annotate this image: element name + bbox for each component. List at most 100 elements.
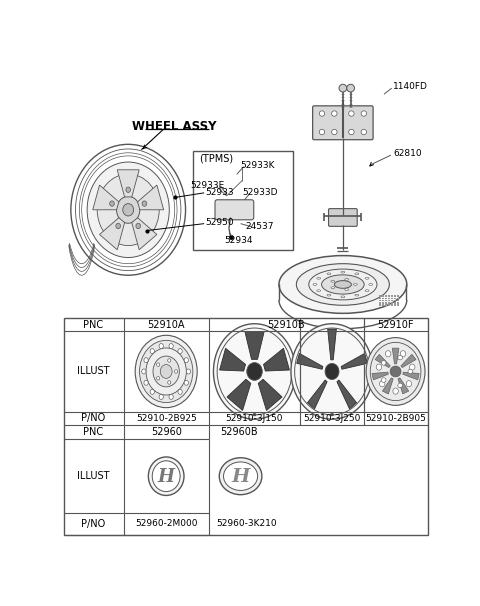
Bar [385, 302, 387, 304]
Circle shape [381, 378, 386, 382]
Ellipse shape [156, 363, 160, 367]
Bar [391, 302, 393, 304]
Ellipse shape [178, 348, 182, 354]
FancyBboxPatch shape [312, 106, 373, 140]
Ellipse shape [153, 356, 180, 387]
Ellipse shape [345, 288, 348, 290]
Ellipse shape [366, 338, 425, 405]
Ellipse shape [178, 389, 182, 395]
Ellipse shape [135, 335, 197, 408]
Ellipse shape [400, 351, 406, 357]
Bar [382, 298, 384, 299]
Ellipse shape [116, 223, 120, 228]
Bar [385, 295, 387, 297]
Polygon shape [341, 353, 367, 369]
Text: 52910-2B905: 52910-2B905 [365, 414, 426, 423]
Bar [385, 300, 387, 301]
Bar [391, 300, 393, 301]
Ellipse shape [296, 264, 389, 305]
Bar [379, 302, 381, 304]
Bar [379, 298, 381, 299]
Ellipse shape [168, 359, 171, 362]
Ellipse shape [385, 351, 391, 357]
Bar [391, 298, 393, 299]
Bar [394, 295, 396, 297]
Ellipse shape [330, 413, 334, 416]
Text: 52910-2B925: 52910-2B925 [136, 414, 196, 423]
Ellipse shape [317, 290, 321, 291]
Bar [64, 318, 428, 534]
Bar [379, 300, 381, 301]
Ellipse shape [140, 341, 193, 402]
Polygon shape [392, 348, 399, 364]
Bar [394, 300, 396, 301]
Ellipse shape [148, 457, 184, 496]
Bar [382, 304, 384, 306]
Circle shape [332, 111, 337, 116]
Ellipse shape [341, 296, 345, 298]
Text: ILLUST: ILLUST [77, 471, 109, 481]
Polygon shape [117, 170, 139, 197]
Circle shape [398, 355, 402, 360]
Ellipse shape [219, 458, 262, 494]
Text: 52934: 52934 [224, 236, 252, 245]
Ellipse shape [144, 381, 148, 385]
Polygon shape [308, 380, 327, 409]
Ellipse shape [365, 278, 369, 279]
Text: PNC: PNC [83, 427, 103, 438]
Bar [391, 295, 393, 297]
Ellipse shape [159, 395, 163, 399]
Ellipse shape [214, 324, 296, 419]
Ellipse shape [253, 413, 256, 416]
Polygon shape [375, 355, 390, 368]
Polygon shape [99, 218, 125, 250]
Polygon shape [227, 379, 251, 410]
Bar [397, 302, 399, 304]
Ellipse shape [186, 369, 191, 374]
FancyBboxPatch shape [328, 208, 357, 226]
Bar [397, 300, 399, 301]
Text: 52933D: 52933D [242, 188, 278, 196]
Text: P/NO: P/NO [81, 413, 106, 424]
Ellipse shape [341, 271, 345, 273]
Ellipse shape [159, 344, 163, 348]
Bar [388, 295, 390, 297]
Text: 52910F: 52910F [377, 319, 414, 330]
Ellipse shape [142, 201, 147, 206]
Circle shape [347, 84, 355, 92]
Ellipse shape [380, 381, 385, 387]
Bar [397, 304, 399, 306]
Circle shape [398, 383, 402, 388]
Circle shape [408, 369, 413, 374]
Text: 24537: 24537 [246, 222, 274, 231]
Circle shape [381, 361, 386, 365]
Text: (TPMS): (TPMS) [200, 154, 234, 164]
FancyBboxPatch shape [215, 200, 254, 220]
Ellipse shape [87, 162, 169, 258]
Bar [394, 302, 396, 304]
Ellipse shape [146, 348, 186, 395]
Polygon shape [138, 185, 164, 210]
Ellipse shape [291, 324, 373, 419]
Ellipse shape [355, 295, 359, 296]
Text: 52960-2M000: 52960-2M000 [135, 519, 197, 528]
Bar [385, 304, 387, 306]
Ellipse shape [109, 201, 114, 206]
Ellipse shape [313, 284, 317, 285]
Circle shape [319, 111, 324, 116]
Polygon shape [264, 348, 289, 371]
Ellipse shape [331, 287, 335, 288]
Text: 62810: 62810 [393, 149, 422, 158]
Circle shape [319, 129, 324, 135]
Ellipse shape [126, 187, 131, 193]
Ellipse shape [150, 348, 155, 354]
Bar [379, 304, 381, 306]
Circle shape [361, 111, 367, 116]
Ellipse shape [322, 275, 364, 294]
Bar [388, 302, 390, 304]
Ellipse shape [335, 281, 351, 288]
Text: H: H [157, 468, 175, 486]
Polygon shape [372, 372, 388, 380]
Text: 52950: 52950 [206, 218, 234, 227]
Ellipse shape [327, 295, 331, 296]
